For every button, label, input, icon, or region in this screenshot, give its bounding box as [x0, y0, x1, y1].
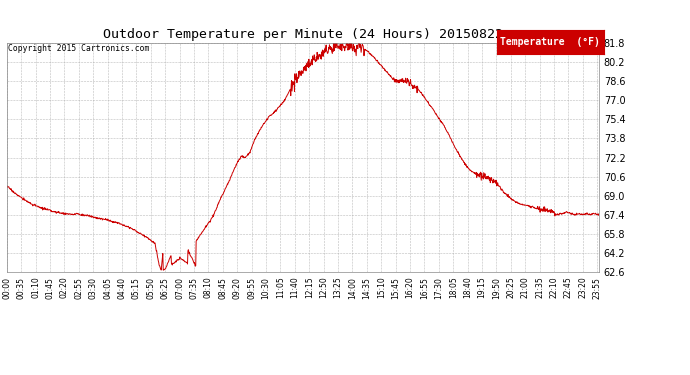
Text: Temperature  (°F): Temperature (°F) [500, 37, 600, 47]
Title: Outdoor Temperature per Minute (24 Hours) 20150822: Outdoor Temperature per Minute (24 Hours… [103, 28, 503, 40]
Text: Copyright 2015 Cartronics.com: Copyright 2015 Cartronics.com [8, 44, 150, 52]
